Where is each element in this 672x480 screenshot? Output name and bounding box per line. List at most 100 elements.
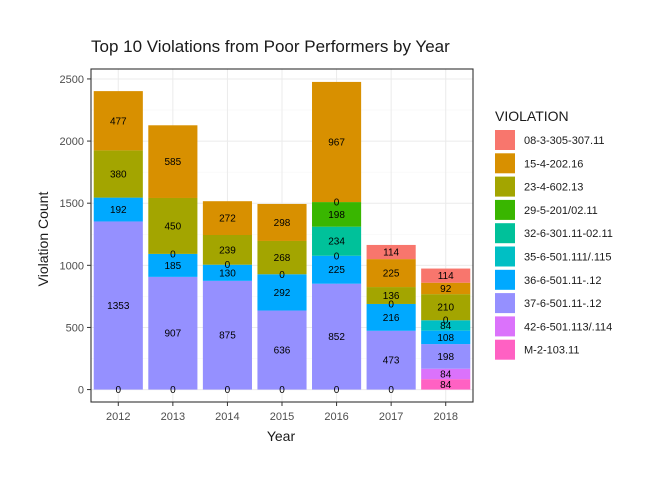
legend-item: 42-6-501.113/.114	[495, 316, 612, 337]
x-tick-label: 2013	[161, 411, 185, 423]
legend-key	[495, 176, 515, 197]
x-tick-label: 2016	[324, 411, 348, 423]
bar-segment	[202, 201, 252, 236]
bar-segment	[421, 368, 471, 380]
legend-label: 23-4-602.13	[524, 182, 583, 194]
data-label: 225	[328, 265, 345, 276]
legend-label: 37-6-501.11-.12	[524, 298, 601, 310]
data-label: 585	[165, 157, 182, 168]
data-label: 0	[116, 385, 122, 396]
legend-key	[495, 269, 515, 290]
data-label: 0	[170, 249, 176, 260]
bar-segment	[421, 294, 471, 321]
legend-label: 36-6-501.11-.12	[524, 275, 601, 287]
x-tick-label: 2017	[379, 411, 403, 423]
y-tick-label: 2000	[60, 136, 84, 148]
legend-item: 23-4-602.13	[495, 176, 583, 197]
data-label: 0	[334, 385, 340, 396]
data-label: 198	[328, 210, 345, 221]
data-label: 185	[165, 261, 182, 272]
bar-segment	[366, 244, 416, 260]
data-label: 234	[328, 237, 345, 248]
bar-segment	[257, 274, 307, 311]
data-label: 0	[388, 299, 394, 310]
data-label: 0	[388, 385, 394, 396]
legend-key	[495, 130, 515, 150]
legend-item: 37-6-501.11-.12	[495, 293, 601, 314]
bar-segment	[366, 330, 416, 390]
bar-segment	[148, 125, 198, 198]
x-tick-label: 2018	[433, 411, 457, 423]
data-label: 268	[274, 253, 291, 264]
bar-segment	[93, 221, 143, 390]
bar-segment	[421, 344, 471, 369]
legend-label: 08-3-305-307.11	[524, 135, 605, 147]
data-label: 875	[219, 331, 236, 342]
bar-segment	[93, 197, 143, 222]
data-label: 198	[437, 352, 454, 363]
legend-item: 36-6-501.11-.12	[495, 269, 601, 290]
bar-segment	[93, 150, 143, 198]
bar-segment	[421, 379, 471, 390]
data-label: 0	[334, 198, 340, 209]
bar-segment	[148, 197, 198, 254]
data-label: 636	[274, 346, 291, 357]
data-label: 477	[110, 116, 127, 127]
legend-label: 29-5-201/02.11	[524, 205, 598, 217]
bar-segment	[202, 280, 252, 390]
data-label: 907	[165, 329, 182, 340]
legend-item: 35-6-501.111/.115	[495, 246, 611, 267]
bar-segment	[366, 303, 416, 331]
data-label: 0	[443, 316, 449, 327]
data-label: 0	[279, 270, 285, 281]
data-label: 0	[225, 385, 231, 396]
legend-label: M-2-103.11	[524, 345, 579, 357]
legend-key	[495, 153, 515, 174]
bar-segment	[257, 240, 307, 275]
data-label: 210	[437, 303, 454, 314]
bar-segment	[312, 226, 362, 256]
legend-key	[495, 293, 515, 314]
legend-item: 32-6-301.11-02.11	[495, 223, 613, 244]
legend-key	[495, 223, 515, 244]
data-label: 216	[383, 313, 400, 324]
bar-segment	[421, 330, 471, 345]
legend-label: 15-4-202.16	[524, 158, 583, 170]
bar-segment	[366, 259, 416, 288]
data-label: 92	[440, 284, 452, 295]
x-axis-title: Year	[267, 428, 296, 444]
data-label: 380	[110, 169, 127, 180]
legend-item: 15-4-202.16	[495, 153, 583, 174]
y-tick-label: 2500	[60, 74, 84, 86]
y-tick-label: 1000	[60, 260, 84, 272]
y-tick-label: 0	[78, 385, 84, 397]
bar-segment	[257, 203, 307, 241]
data-label: 852	[328, 332, 345, 343]
bar-segment	[421, 268, 471, 283]
data-label: 1353	[107, 301, 130, 312]
data-label: 84	[440, 380, 452, 391]
bar-segment	[202, 264, 252, 281]
data-label: 292	[274, 288, 291, 299]
data-label: 114	[383, 248, 399, 259]
data-label: 84	[440, 321, 452, 332]
x-tick-label: 2014	[215, 411, 239, 423]
data-label: 967	[328, 137, 345, 148]
data-label: 272	[219, 214, 236, 225]
data-label: 225	[383, 269, 400, 280]
legend-title: VIOLATION	[495, 108, 569, 124]
bar-segment	[148, 253, 198, 277]
data-label: 136	[383, 291, 400, 302]
bar-segment	[202, 235, 252, 265]
legend-label: 32-6-301.11-02.11	[524, 228, 613, 240]
legend-item: M-2-103.11	[495, 339, 579, 360]
data-label: 298	[274, 218, 291, 229]
data-label: 192	[110, 205, 127, 216]
data-label: 0	[170, 385, 176, 396]
legend-key	[495, 316, 515, 337]
legend-key	[495, 199, 515, 220]
legend-key	[495, 246, 515, 267]
bar-segment	[421, 320, 471, 331]
y-tick-label: 500	[66, 322, 84, 334]
